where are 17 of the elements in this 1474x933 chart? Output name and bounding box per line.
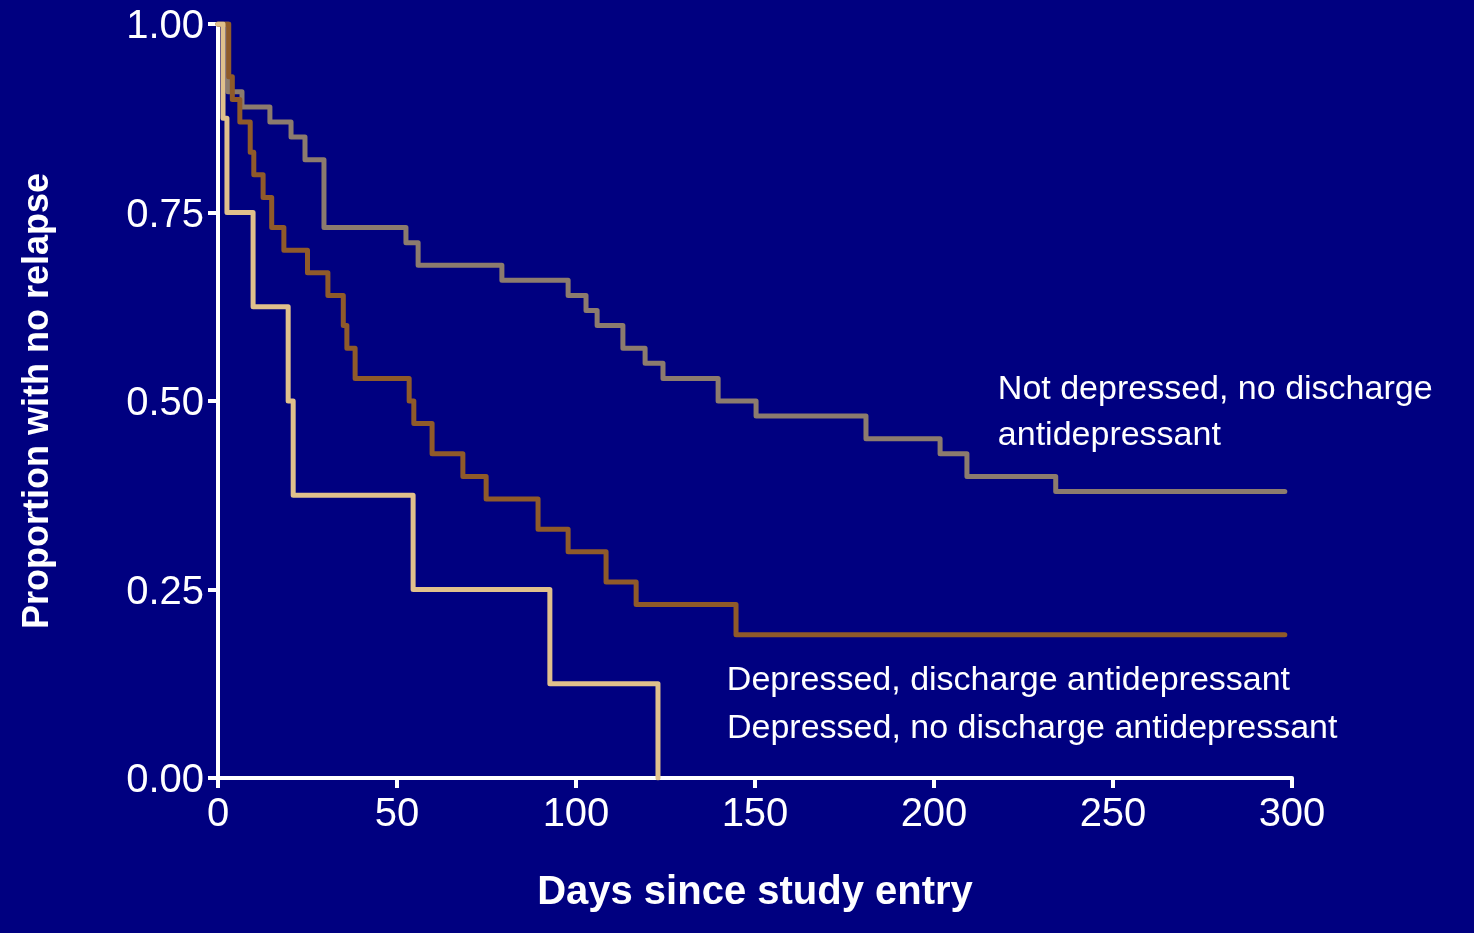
x-tick-label: 150	[721, 790, 789, 834]
y-tick-label: 0.75	[126, 190, 204, 235]
x-tick-label: 300	[1258, 790, 1326, 834]
y-tick-label: 0.25	[126, 567, 204, 612]
x-tick-label: 100	[542, 790, 610, 834]
y-axis-title: Proportion with no relapse	[14, 172, 56, 630]
y-tick-label: 0.50	[126, 379, 204, 423]
text: Depressed, no discharge antidepressant	[726, 707, 1339, 745]
y-tick-label: 0.00	[126, 756, 204, 800]
x-tick-label: 0	[206, 790, 230, 834]
y-tick-label: 1.00	[126, 2, 204, 46]
x-tick-label: 200	[900, 790, 968, 834]
x-tick-label: 50	[374, 790, 420, 834]
series-label: Depressed, discharge antidepressant	[726, 658, 1291, 697]
series-label: Not depressed, no discharge antidepressant	[997, 368, 1443, 453]
x-axis-title: Days since study entry	[537, 868, 974, 912]
x-tick-label: 250	[1079, 790, 1147, 834]
